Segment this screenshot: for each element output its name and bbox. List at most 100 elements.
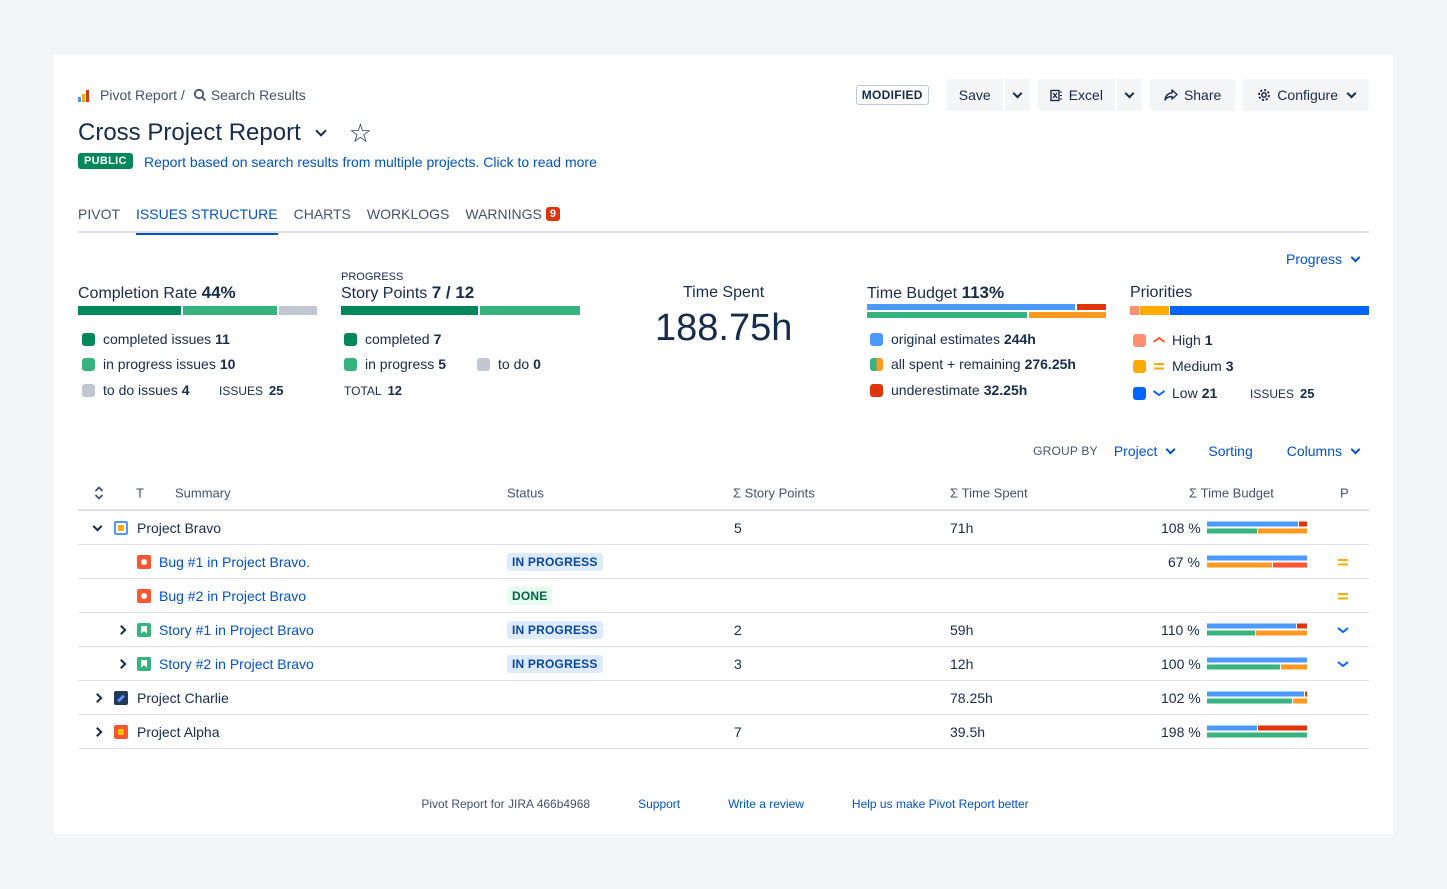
share-button[interactable]: Share: [1149, 79, 1236, 111]
legend-value: 7: [433, 331, 442, 347]
save-button[interactable]: Save: [946, 79, 1003, 111]
group-by-project-dropdown[interactable]: Project: [1114, 443, 1176, 459]
legend-value: 1: [1204, 332, 1213, 348]
legend-spent: all spent + remaining 276.25h: [870, 356, 1076, 372]
issues-value: 25: [1300, 386, 1315, 401]
cell-time-budget: 100 %: [1161, 655, 1201, 672]
star-icon[interactable]: ☆: [348, 118, 373, 148]
cell-time-spent: 39.5h: [950, 723, 986, 740]
table-row: Bug #2 in Project Bravo DONE: [78, 579, 1369, 613]
bug-icon: [137, 554, 151, 569]
time-budget-minibar: [1207, 555, 1307, 568]
issues-value: 25: [269, 383, 284, 398]
column-header-summary[interactable]: Summary: [175, 485, 231, 501]
column-header-time-budget[interactable]: Σ Time Budget: [1189, 485, 1274, 501]
priority-low-icon: [1337, 660, 1349, 667]
completion-rate-value: 44%: [201, 283, 236, 302]
cell-time-budget: 67 %: [1168, 553, 1200, 570]
legend-swatch: [344, 357, 357, 371]
legend-value: 4: [181, 382, 190, 398]
footer: Pivot Report for JIRA 466b4968 Support W…: [54, 797, 1393, 811]
configure-label: Configure: [1277, 87, 1338, 103]
save-options-button[interactable]: [1004, 79, 1030, 111]
priorities-bar-low: [1170, 306, 1369, 315]
completion-bar-completed: [78, 306, 181, 315]
tab-warnings[interactable]: WARNINGS 9: [465, 206, 560, 233]
bug-icon: [137, 588, 151, 603]
configure-button[interactable]: Configure: [1243, 79, 1369, 111]
legend-underestimate: underestimate 32.25h: [870, 382, 1027, 398]
time-budget-value: 113%: [961, 283, 1005, 302]
cell-story-points: 5: [734, 519, 742, 536]
issue-link[interactable]: Bug #1 in Project Bravo.: [159, 553, 310, 570]
time-spent-value: 188.75h: [655, 307, 793, 349]
legend-swatch: [1133, 333, 1146, 347]
tab-pivot[interactable]: PIVOT: [78, 206, 121, 222]
feedback-link[interactable]: Help us make Pivot Report better: [851, 797, 1029, 811]
cell-story-points: 3: [734, 655, 742, 672]
report-card: Pivot Report / Search Results MODIFIED S…: [54, 55, 1393, 834]
legend-low: Low 21: [1133, 385, 1217, 401]
support-link[interactable]: Support: [638, 797, 681, 811]
story-points-value: 7 / 12: [431, 283, 475, 302]
expand-icon[interactable]: [92, 692, 103, 703]
expand-icon[interactable]: [92, 726, 103, 737]
expand-collapse-all-icon[interactable]: [94, 486, 104, 500]
modified-badge: MODIFIED: [855, 85, 929, 105]
column-header-time-spent[interactable]: Σ Time Spent: [950, 485, 1028, 501]
legend-swatch: [82, 357, 95, 371]
legend-high: High 1: [1133, 332, 1213, 348]
group-by-bar: GROUP BY Project Sorting Columns: [1033, 443, 1369, 459]
chevron-down-icon: [1346, 88, 1357, 98]
write-review-link[interactable]: Write a review: [728, 797, 804, 811]
time-budget-minibar: [1207, 521, 1307, 534]
column-header-story-points[interactable]: Σ Story Points: [733, 485, 815, 501]
table-row: Project Alpha 7 39.5h 198 %: [78, 715, 1369, 749]
report-menu-chevron-icon[interactable]: [315, 125, 327, 137]
legend-value: 10: [219, 356, 236, 372]
status-badge: IN PROGRESS: [507, 654, 603, 673]
time-budget-minibar: [1207, 691, 1307, 704]
breadcrumb-search-link[interactable]: Search Results: [210, 87, 306, 103]
column-header-priority[interactable]: P: [1340, 485, 1349, 501]
sorting-link[interactable]: Sorting: [1208, 443, 1252, 459]
time-budget-bar-remaining: [1029, 312, 1106, 318]
breadcrumb: Pivot Report / Search Results: [78, 87, 306, 103]
legend-label: underestimate: [891, 382, 980, 398]
issue-link[interactable]: Story #2 in Project Bravo: [159, 655, 314, 672]
legend-completed: completed issues 11: [82, 331, 230, 347]
completion-bar-todo: [279, 306, 317, 315]
report-title: Cross Project Report: [78, 119, 301, 146]
issue-link[interactable]: Bug #2 in Project Bravo: [159, 587, 307, 604]
breadcrumb-app-link[interactable]: Pivot Report /: [100, 87, 185, 103]
status-badge: IN PROGRESS: [507, 552, 603, 571]
column-header-type[interactable]: T: [136, 485, 144, 501]
time-budget-widget-title: Time Budget 113%: [867, 283, 1004, 303]
completion-title: Completion Rate: [78, 285, 198, 302]
legend-label: completed: [365, 331, 430, 347]
legend-label: Low: [1172, 385, 1198, 401]
expand-icon[interactable]: [116, 624, 127, 635]
chevron-down-icon: [1350, 444, 1361, 454]
report-description-link[interactable]: Report based on search results from mult…: [144, 154, 597, 170]
priority-high-icon: [1152, 336, 1166, 343]
issue-link[interactable]: Story #1 in Project Bravo: [159, 621, 314, 638]
tab-worklogs[interactable]: WORKLOGS: [366, 206, 450, 222]
excel-options-button[interactable]: [1116, 79, 1142, 111]
progress-dropdown[interactable]: Progress: [1286, 251, 1361, 267]
tab-issues-structure[interactable]: ISSUES STRUCTURE: [136, 206, 278, 235]
cell-time-budget: 110 %: [1161, 621, 1200, 638]
table-row: Story #2 in Project Bravo IN PROGRESS 3 …: [78, 647, 1369, 681]
status-badge: IN PROGRESS: [507, 620, 603, 639]
priority-low-icon: [1152, 390, 1166, 397]
columns-dropdown[interactable]: Columns: [1287, 443, 1361, 459]
tab-charts[interactable]: CHARTS: [293, 206, 351, 222]
legend-label: original estimates: [891, 331, 1000, 347]
excel-button[interactable]: Excel: [1037, 79, 1115, 111]
expand-icon[interactable]: [116, 658, 127, 669]
column-header-status[interactable]: Status: [507, 485, 544, 501]
priority-medium-icon: [1154, 363, 1164, 370]
collapse-icon[interactable]: [92, 521, 103, 532]
save-label: Save: [958, 87, 991, 103]
legend-label: in progress: [365, 356, 435, 372]
